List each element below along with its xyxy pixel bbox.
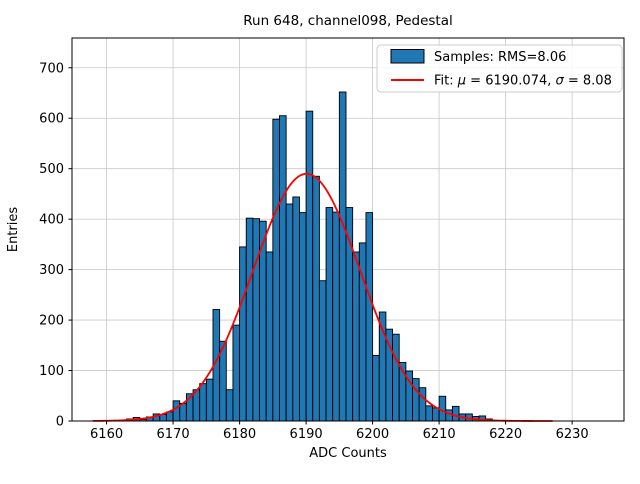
axis-ticks: 6160 6170 6180 6190 6200 6210 6220 6230 0 100 200 3… bbox=[39, 61, 589, 442]
y-tick-label: 500 bbox=[39, 162, 64, 177]
histogram-bar bbox=[239, 246, 247, 422]
y-tick-label: 700 bbox=[39, 61, 64, 76]
histogram-bar bbox=[225, 389, 234, 422]
y-tick-label: 400 bbox=[39, 213, 64, 228]
histogram-bar bbox=[252, 218, 260, 422]
histogram-bar bbox=[418, 387, 427, 422]
x-tick-label: 6230 bbox=[556, 427, 589, 442]
legend: Samples: RMS=8.06 Fit: μ = 6190.074, σ =… bbox=[376, 44, 623, 93]
histogram-bar bbox=[332, 211, 340, 422]
histogram-bar bbox=[325, 207, 334, 422]
y-axis-label: Entries bbox=[6, 207, 21, 253]
histogram-bar bbox=[451, 405, 460, 422]
histogram-bar bbox=[292, 196, 300, 422]
y-tick-label: 200 bbox=[39, 314, 64, 329]
histogram-bar bbox=[272, 118, 280, 422]
histogram-bar bbox=[199, 383, 207, 422]
x-tick-label: 6180 bbox=[223, 427, 256, 442]
histogram-bar bbox=[438, 395, 447, 422]
histogram-bar bbox=[305, 110, 314, 422]
y-tick-label: 300 bbox=[39, 263, 64, 278]
x-tick-label: 6200 bbox=[356, 427, 389, 442]
histogram-bar bbox=[385, 328, 394, 422]
histogram-bar bbox=[285, 203, 294, 422]
histogram-bar bbox=[425, 405, 433, 422]
legend-box bbox=[376, 44, 623, 93]
histogram-bar bbox=[445, 409, 453, 422]
x-tick-label: 6220 bbox=[489, 427, 522, 442]
x-axis-label: ADC Counts bbox=[309, 446, 387, 461]
histogram-bar bbox=[265, 251, 274, 422]
histogram-bar bbox=[338, 91, 347, 422]
histogram-bar bbox=[372, 354, 380, 422]
histogram-bars bbox=[126, 91, 493, 422]
x-tick-label: 6160 bbox=[90, 427, 123, 442]
histogram-bar bbox=[245, 217, 254, 422]
plot-border bbox=[71, 37, 625, 422]
histogram-bar bbox=[172, 400, 181, 422]
histogram-bar bbox=[392, 333, 400, 422]
histogram-bar bbox=[365, 212, 374, 422]
histogram-bar bbox=[318, 280, 327, 422]
histogram-bar bbox=[352, 251, 360, 422]
x-tick-label: 6170 bbox=[157, 427, 190, 442]
histogram-bar bbox=[299, 212, 307, 422]
histogram-bar bbox=[232, 324, 241, 422]
x-tick-label: 6190 bbox=[290, 427, 323, 442]
gaussian-fit-curve bbox=[92, 172, 554, 422]
histogram-bar bbox=[205, 378, 214, 422]
y-tick-label: 100 bbox=[39, 364, 64, 379]
y-tick-label: 600 bbox=[39, 112, 64, 127]
histogram-bar bbox=[279, 115, 287, 422]
legend-samples-label: Samples: RMS=8.06 bbox=[434, 50, 566, 65]
legend-samples-swatch-icon bbox=[390, 49, 425, 64]
histogram-bar bbox=[432, 407, 440, 422]
legend-fit-label: Fit: μ = 6190.074, σ = 8.08 bbox=[434, 74, 612, 89]
histogram-bar bbox=[412, 378, 420, 422]
histogram-bar bbox=[312, 175, 320, 422]
y-tick-label: 0 bbox=[56, 415, 64, 430]
x-tick-label: 6210 bbox=[423, 427, 456, 442]
chart-title: Run 648, channel098, Pedestal bbox=[243, 13, 453, 29]
